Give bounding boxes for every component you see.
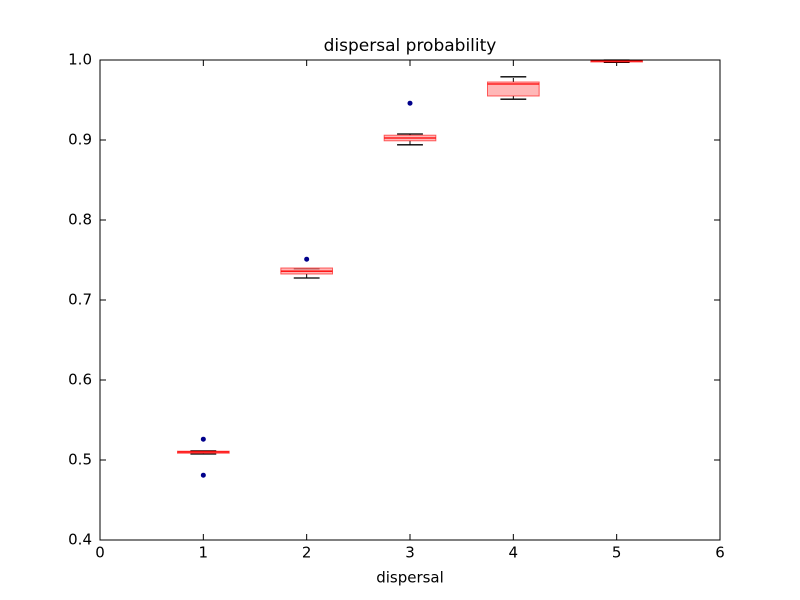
y-tick-label: 0.4 [68,531,92,549]
x-tick-label: 1 [199,544,209,562]
x-tick-label: 3 [405,544,415,562]
flier [304,256,310,262]
flier [407,100,413,106]
flier [200,436,206,442]
box [487,81,540,97]
y-tick-label: 0.6 [68,371,92,389]
x-tick-label: 4 [509,544,519,562]
y-tick-label: 0.7 [68,291,92,309]
flier [200,472,206,478]
y-tick-label: 0.5 [68,451,92,469]
y-tick-label: 1.0 [68,51,92,69]
x-tick-label: 5 [612,544,622,562]
chart-title: dispersal probability [324,36,497,56]
y-tick-label: 0.9 [68,131,92,149]
x-tick-label: 2 [302,544,312,562]
y-tick-label: 0.8 [68,211,92,229]
x-axis-label: dispersal [376,569,444,587]
plot-frame [99,59,721,541]
x-tick-label: 0 [95,544,105,562]
x-tick-label: 6 [715,544,725,562]
